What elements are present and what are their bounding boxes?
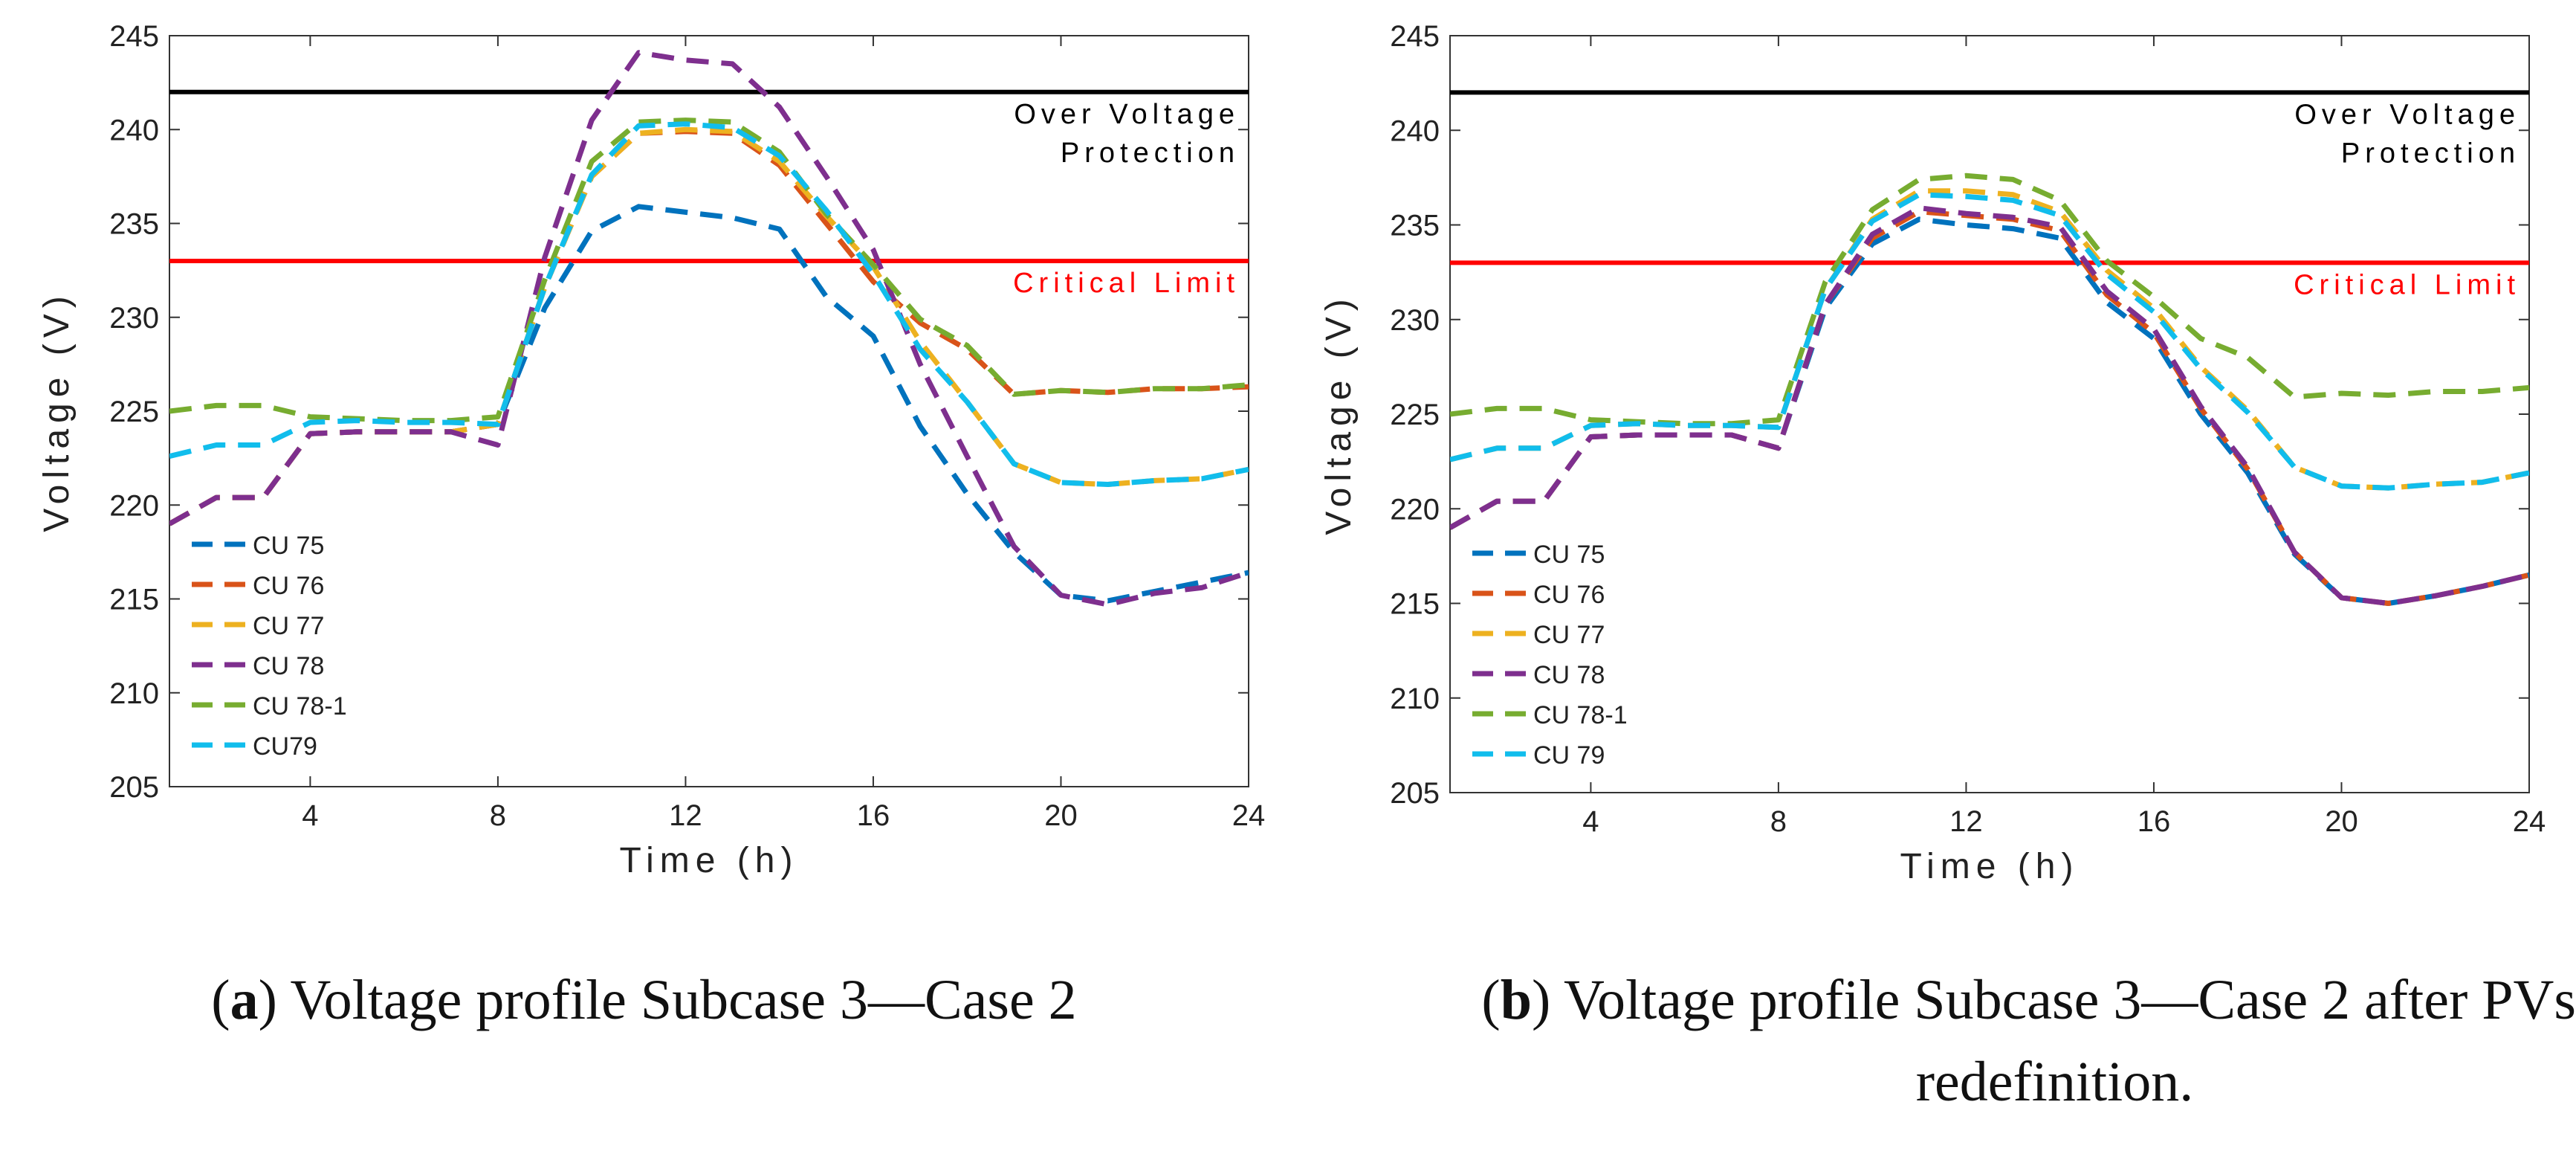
- chart-0-x-tick-label-12: 12: [669, 799, 702, 832]
- chart-1-series-line-2: [1450, 188, 2529, 491]
- chart-1-hline-0-label-1: Protection: [2341, 138, 2520, 169]
- chart-1-x-axis-label: Time (h): [1900, 847, 2080, 886]
- chart-1-x-tick-label-16: 16: [2138, 805, 2171, 838]
- chart-0-x-tick-label-16: 16: [857, 799, 890, 832]
- chart-0-series-line-0: [169, 204, 1249, 604]
- chart-0-y-axis-label: Voltage (V): [37, 290, 77, 532]
- chart-1-y-tick-label-245: 245: [1390, 20, 1440, 53]
- chart-0-legend-label-0: CU 75: [253, 532, 324, 560]
- chart-0-y-tick-label-240: 240: [109, 114, 159, 146]
- caption-b-text-line2: redefinition.: [1915, 1051, 2194, 1113]
- chart-1-y-axis-label: Voltage (V): [1319, 293, 1359, 535]
- caption-a: (a) Voltage profile Subcase 3—Case 2: [211, 969, 1077, 1031]
- chart-1-hline-1-label-0: Critical Limit: [2294, 269, 2520, 300]
- chart-0-legend-label-4: CU 78-1: [253, 692, 347, 720]
- caption-b-letter: b: [1500, 969, 1532, 1031]
- chart-0-y-tick-label-230: 230: [109, 302, 159, 335]
- chart-1-x-tick-label-8: 8: [1770, 805, 1787, 838]
- chart-0-y-tick-label-245: 245: [109, 20, 159, 53]
- chart-1-y-tick-label-235: 235: [1390, 210, 1440, 242]
- chart-a: 205 210 215 220 225 230 235 240 245 4 8 12 16 20 24 Tim…: [37, 20, 1266, 880]
- chart-0-x-tick-label-20: 20: [1044, 799, 1078, 832]
- chart-0-hline-0-label-0: Over Voltage: [1014, 99, 1240, 130]
- caption-a-text: Voltage profile Subcase 3—Case 2: [290, 969, 1077, 1031]
- chart-1-x-tick-label-20: 20: [2325, 805, 2358, 838]
- caption-b-text-line1: Voltage profile Subcase 3—Case 2 after P…: [1563, 969, 2576, 1031]
- chart-0-legend-label-3: CU 78: [253, 652, 324, 680]
- chart-0-y-tick-label-220: 220: [109, 489, 159, 522]
- chart-0-series-line-3: [169, 50, 1249, 607]
- chart-0-hline-1-label-0: Critical Limit: [1013, 268, 1240, 299]
- chart-0-y-tick-label-215: 215: [109, 584, 159, 616]
- chart-0-y-tick-label-225: 225: [109, 396, 159, 428]
- chart-0-legend-label-2: CU 77: [253, 612, 324, 640]
- chart-1-legend-label-3: CU 78: [1533, 661, 1605, 689]
- chart-0-x-tick-label-4: 4: [302, 799, 318, 832]
- chart-0-y-tick-label-205: 205: [109, 771, 159, 804]
- chart-1-x-tick-label-4: 4: [1582, 805, 1599, 838]
- caption-b: (b) Voltage profile Subcase 3—Case 2 aft…: [1288, 959, 2576, 1123]
- chart-0-series-line-5: [169, 121, 1249, 487]
- chart-0-x-tick-label-8: 8: [490, 799, 506, 832]
- chart-0-y-tick-label-210: 210: [109, 677, 159, 710]
- chart-1-legend-label-4: CU 78-1: [1533, 701, 1628, 729]
- panel-b: 205 210 215 220 225 230 235 240 245 4 8 12 16 20 24 Tim…: [1288, 0, 2576, 1151]
- chart-1-series-line-5: [1450, 192, 2529, 491]
- chart-1-legend-label-1: CU 76: [1533, 581, 1605, 609]
- chart-1-hline-0-label-0: Over Voltage: [2294, 99, 2520, 130]
- chart-1-y-tick-label-220: 220: [1390, 493, 1440, 526]
- caption-a-letter: a: [230, 969, 259, 1031]
- chart-1-legend-label-5: CU 79: [1533, 741, 1605, 770]
- chart-1-y-tick-label-205: 205: [1390, 777, 1440, 810]
- chart-0-hline-0-label-1: Protection: [1061, 138, 1240, 169]
- chart-1-series-line-3: [1450, 205, 2529, 606]
- chart-1-legend-label-2: CU 77: [1533, 621, 1605, 649]
- chart-1-legend-label-0: CU 75: [1533, 541, 1605, 569]
- chart-1-x-tick-label-24: 24: [2513, 805, 2546, 838]
- chart-1-y-tick-label-240: 240: [1390, 115, 1440, 147]
- chart-1-y-tick-label-230: 230: [1390, 304, 1440, 337]
- chart-1-x-tick-label-12: 12: [1949, 805, 1983, 838]
- chart-0-legend-label-5: CU79: [253, 732, 317, 761]
- chart-0-legend-label-1: CU 76: [253, 572, 324, 600]
- chart-1-y-tick-label-210: 210: [1390, 683, 1440, 715]
- chart-0-x-axis-label: Time (h): [620, 841, 799, 880]
- chart-0-x-tick-label-24: 24: [1232, 799, 1266, 832]
- panel-a: 205 210 215 220 225 230 235 240 245 4 8 12 16 20 24 Tim…: [37, 20, 1266, 1031]
- chart-1-y-tick-label-215: 215: [1390, 588, 1440, 621]
- chart-1-y-tick-label-225: 225: [1390, 399, 1440, 431]
- chart-0-y-tick-label-235: 235: [109, 208, 159, 241]
- chart-0-series-line-2: [169, 126, 1249, 526]
- chart-0-series-line-1: [169, 129, 1249, 526]
- chart-b: 205 210 215 220 225 230 235 240 245 4 8 12 16 20 24 Tim…: [1319, 20, 2546, 886]
